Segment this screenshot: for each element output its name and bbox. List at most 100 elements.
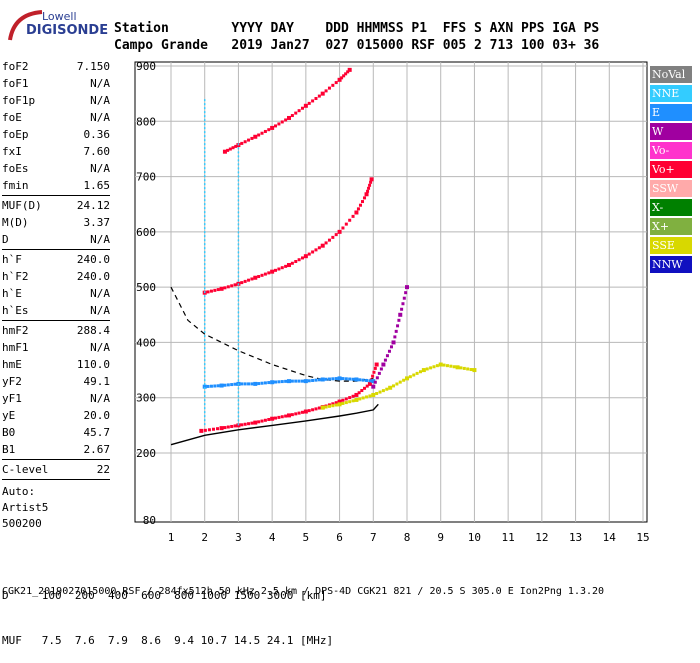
data-point [375,376,379,380]
data-point [260,273,264,277]
data-point [369,180,373,184]
data-point [402,296,406,300]
param-label: foF2 [2,60,29,73]
param-value: 240.0 [76,270,110,283]
x-tick-label: 2 [201,531,208,544]
data-point [354,377,359,382]
data-point [311,250,315,254]
data-point [360,200,364,204]
data-point [337,77,342,82]
data-point [344,401,348,405]
legend-entry: SSE [650,237,692,254]
data-point [274,268,278,272]
x-tick-label: 13 [569,531,582,544]
data-point [408,375,412,379]
param-row: yE 20.0 [2,407,110,424]
data-point [209,289,213,293]
param-row: foEp 0.36 [2,126,110,143]
data-point [379,367,383,371]
data-point [341,377,345,381]
param-value: 49.1 [83,375,111,388]
data-point [303,379,308,384]
param-label: B1 [2,443,16,456]
param-value: 20.0 [83,409,111,422]
param-row: M(D) 3.37 [2,214,110,231]
data-point [375,392,379,396]
y-tick-label: 900 [136,60,156,73]
data-point [415,371,419,375]
param-label: h`E [2,287,22,300]
plot-frame [134,61,648,523]
data-point [211,427,215,431]
param-row: B0 45.7 [2,424,110,441]
data-point [300,410,304,414]
data-point [307,379,311,383]
param-value: N/A [90,94,110,107]
data-point [290,379,294,383]
param-row: hmF1 N/A [2,339,110,356]
data-point [404,291,408,295]
data-point [371,379,376,384]
data-point [277,380,281,384]
legend-entry: Vo- [650,142,692,159]
param-value: 2.67 [83,443,111,456]
param-value: 1.65 [83,179,111,192]
data-point [347,67,352,72]
data-point [385,387,389,391]
data-point [250,277,254,281]
data-point [363,386,367,390]
data-point [372,370,376,374]
param-label: hmE [2,358,22,371]
data-point [344,377,348,381]
data-point [250,421,254,425]
separator-line [2,195,110,196]
data-point [231,146,235,150]
distance-row: D 100 200 400 600 800 1000 1500 3000 [km… [2,589,327,602]
data-point [247,138,251,142]
logo-arc-icon [8,10,43,41]
data-point [260,381,264,385]
param-label: B0 [2,426,16,439]
data-point [317,94,321,98]
data-point [263,418,267,422]
data-point [412,373,416,377]
x-tick-label: 15 [636,531,649,544]
param-value: 288.4 [76,324,110,337]
data-point [213,384,217,388]
data-point [314,407,318,411]
data-point [253,275,258,280]
data-point [270,269,275,274]
x-tick-label: 9 [437,531,444,544]
param-row: foF2 7.150 [2,58,110,75]
data-point [405,376,409,381]
data-point [432,365,436,369]
data-point [341,226,345,230]
x-tick-label: 7 [370,531,377,544]
data-point [216,427,220,431]
data-point [334,401,338,405]
data-point [365,378,369,382]
param-label: foEp [2,128,29,141]
header-row-2: Campo Grande 2019 Jan27 027 015000 RSF 0… [114,38,600,53]
data-point [348,218,352,222]
data-point [199,428,204,433]
x-tick-label: 12 [535,531,548,544]
param-row: yF2 49.1 [2,373,110,390]
data-point [320,405,325,410]
muf-row: MUF 7.5 7.6 7.9 8.6 9.4 10.7 14.5 24.1 [… [2,634,334,647]
data-point [230,424,234,428]
dashed-profile-line [170,286,374,382]
data-point [226,148,230,152]
data-point [274,124,278,128]
data-point [348,396,352,400]
data-point [294,111,298,115]
data-point [348,400,352,404]
data-point [247,382,251,386]
data-point [331,235,335,239]
data-point [311,378,315,382]
data-point [317,378,321,382]
data-point [280,415,284,419]
data-point [389,345,393,349]
data-point [327,86,331,90]
data-point [226,383,230,387]
